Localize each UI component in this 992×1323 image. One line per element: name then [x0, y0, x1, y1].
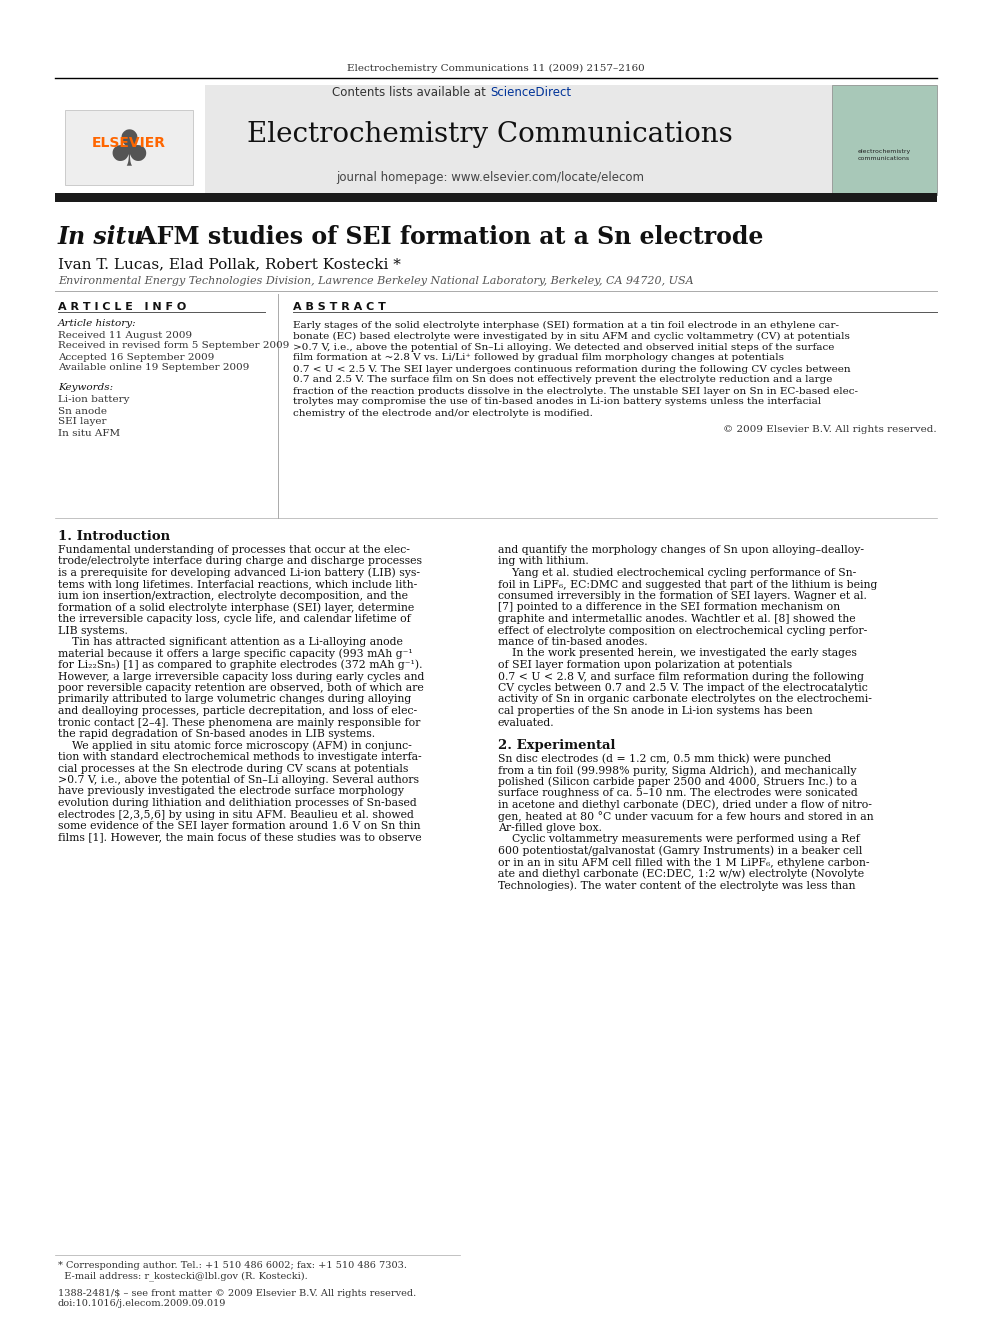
Text: * Corresponding author. Tel.: +1 510 486 6002; fax: +1 510 486 7303.: * Corresponding author. Tel.: +1 510 486… [58, 1261, 407, 1270]
Text: We applied in situ atomic force microscopy (AFM) in conjunc-: We applied in situ atomic force microsco… [58, 741, 412, 750]
Text: Early stages of the solid electrolyte interphase (SEI) formation at a tin foil e: Early stages of the solid electrolyte in… [293, 320, 839, 329]
FancyBboxPatch shape [832, 85, 937, 194]
Text: A B S T R A C T: A B S T R A C T [293, 302, 386, 312]
Text: is a prerequisite for developing advanced Li-ion battery (LIB) sys-: is a prerequisite for developing advance… [58, 568, 420, 578]
Text: cal properties of the Sn anode in Li-ion systems has been: cal properties of the Sn anode in Li-ion… [498, 706, 812, 716]
Text: LIB systems.: LIB systems. [58, 626, 128, 635]
Text: ing with lithium.: ing with lithium. [498, 557, 588, 566]
Text: consumed irreversibly in the formation of SEI layers. Wagner et al.: consumed irreversibly in the formation o… [498, 591, 867, 601]
Text: Electrochemistry Communications 11 (2009) 2157–2160: Electrochemistry Communications 11 (2009… [347, 64, 645, 73]
Text: Article history:: Article history: [58, 319, 137, 328]
Text: However, a large irreversible capacity loss during early cycles and: However, a large irreversible capacity l… [58, 672, 425, 681]
Text: Environmental Energy Technologies Division, Lawrence Berkeley National Laborator: Environmental Energy Technologies Divisi… [58, 277, 693, 286]
Text: Received 11 August 2009: Received 11 August 2009 [58, 331, 192, 340]
Text: in acetone and diethyl carbonate (DEC), dried under a flow of nitro-: in acetone and diethyl carbonate (DEC), … [498, 799, 872, 810]
Text: ate and diethyl carbonate (EC:DEC, 1:2 w/w) electrolyte (Novolyte: ate and diethyl carbonate (EC:DEC, 1:2 w… [498, 869, 864, 880]
Text: Sn anode: Sn anode [58, 406, 107, 415]
FancyBboxPatch shape [55, 85, 205, 194]
Text: 2. Experimental: 2. Experimental [498, 740, 615, 753]
Text: chemistry of the electrode and/or electrolyte is modified.: chemistry of the electrode and/or electr… [293, 409, 593, 418]
Text: Ivan T. Lucas, Elad Pollak, Robert Kostecki *: Ivan T. Lucas, Elad Pollak, Robert Koste… [58, 257, 401, 271]
Text: journal homepage: www.elsevier.com/locate/elecom: journal homepage: www.elsevier.com/locat… [336, 172, 644, 184]
Text: effect of electrolyte composition on electrochemical cycling perfor-: effect of electrolyte composition on ele… [498, 626, 867, 635]
Text: material because it offers a large specific capacity (993 mAh g⁻¹: material because it offers a large speci… [58, 648, 413, 659]
Text: evaluated.: evaluated. [498, 717, 555, 728]
Text: E-mail address: r_kostecki@lbl.gov (R. Kostecki).: E-mail address: r_kostecki@lbl.gov (R. K… [58, 1271, 308, 1281]
Text: In the work presented herein, we investigated the early stages: In the work presented herein, we investi… [498, 648, 857, 659]
Text: SEI layer: SEI layer [58, 418, 106, 426]
Text: for Li₂₂Sn₅) [1] as compared to graphite electrodes (372 mAh g⁻¹).: for Li₂₂Sn₅) [1] as compared to graphite… [58, 660, 423, 671]
Text: tronic contact [2–4]. These phenomena are mainly responsible for: tronic contact [2–4]. These phenomena ar… [58, 717, 421, 728]
Text: In situ: In situ [58, 225, 145, 249]
Text: 0.7 < U < 2.8 V, and surface film reformation during the following: 0.7 < U < 2.8 V, and surface film reform… [498, 672, 864, 681]
Text: 600 potentiostat/galvanostat (Gamry Instruments) in a beaker cell: 600 potentiostat/galvanostat (Gamry Inst… [498, 845, 862, 856]
Text: surface roughness of ca. 5–10 nm. The electrodes were sonicated: surface roughness of ca. 5–10 nm. The el… [498, 789, 858, 799]
Text: ELSEVIER: ELSEVIER [92, 136, 166, 149]
Text: AFM studies of SEI formation at a Sn electrode: AFM studies of SEI formation at a Sn ele… [130, 225, 764, 249]
Text: of SEI layer formation upon polarization at potentials: of SEI layer formation upon polarization… [498, 660, 793, 669]
Text: Received in revised form 5 September 2009: Received in revised form 5 September 200… [58, 341, 290, 351]
Text: tion with standard electrochemical methods to investigate interfa-: tion with standard electrochemical metho… [58, 751, 422, 762]
Text: © 2009 Elsevier B.V. All rights reserved.: © 2009 Elsevier B.V. All rights reserved… [723, 426, 937, 434]
Text: Sn disc electrodes (d = 1.2 cm, 0.5 mm thick) were punched: Sn disc electrodes (d = 1.2 cm, 0.5 mm t… [498, 754, 831, 765]
Text: Ar-filled glove box.: Ar-filled glove box. [498, 823, 602, 833]
Text: Technologies). The water content of the electrolyte was less than: Technologies). The water content of the … [498, 880, 855, 890]
Text: 1388-2481/$ – see front matter © 2009 Elsevier B.V. All rights reserved.: 1388-2481/$ – see front matter © 2009 El… [58, 1289, 417, 1298]
Text: graphite and intermetallic anodes. Wachtler et al. [8] showed the: graphite and intermetallic anodes. Wacht… [498, 614, 856, 624]
FancyBboxPatch shape [65, 110, 193, 185]
Text: film formation at ~2.8 V vs. Li/Li⁺ followed by gradual film morphology changes : film formation at ~2.8 V vs. Li/Li⁺ foll… [293, 353, 784, 363]
Text: trolytes may compromise the use of tin-based anodes in Li-ion battery systems un: trolytes may compromise the use of tin-b… [293, 397, 821, 406]
FancyBboxPatch shape [55, 193, 937, 202]
Text: fraction of the reaction products dissolve in the electrolyte. The unstable SEI : fraction of the reaction products dissol… [293, 386, 858, 396]
Text: and dealloying processes, particle decrepitation, and loss of elec-: and dealloying processes, particle decre… [58, 706, 417, 716]
Text: polished (Silicon carbide paper 2500 and 4000, Struers Inc.) to a: polished (Silicon carbide paper 2500 and… [498, 777, 857, 787]
Text: 1. Introduction: 1. Introduction [58, 529, 170, 542]
Text: or in an in situ AFM cell filled with the 1 M LiPF₆, ethylene carbon-: or in an in situ AFM cell filled with th… [498, 857, 870, 868]
Text: A R T I C L E   I N F O: A R T I C L E I N F O [58, 302, 186, 312]
Text: ium ion insertion/extraction, electrolyte decomposition, and the: ium ion insertion/extraction, electrolyt… [58, 591, 408, 601]
Text: films [1]. However, the main focus of these studies was to observe: films [1]. However, the main focus of th… [58, 832, 422, 843]
Text: Li-ion battery: Li-ion battery [58, 396, 130, 405]
Text: the irreversible capacity loss, cycle life, and calendar lifetime of: the irreversible capacity loss, cycle li… [58, 614, 411, 624]
Text: >0.7 V, i.e., above the potential of Sn–Li alloying. Several authors: >0.7 V, i.e., above the potential of Sn–… [58, 775, 419, 785]
Text: cial processes at the Sn electrode during CV scans at potentials: cial processes at the Sn electrode durin… [58, 763, 409, 774]
Text: bonate (EC) based electrolyte were investigated by in situ AFM and cyclic voltam: bonate (EC) based electrolyte were inves… [293, 332, 850, 340]
Text: tems with long lifetimes. Interfacial reactions, which include lith-: tems with long lifetimes. Interfacial re… [58, 579, 418, 590]
Text: Keywords:: Keywords: [58, 384, 113, 393]
Text: >0.7 V, i.e., above the potential of Sn–Li alloying. We detected and observed in: >0.7 V, i.e., above the potential of Sn–… [293, 343, 834, 352]
Text: mance of tin-based anodes.: mance of tin-based anodes. [498, 636, 648, 647]
Text: Contents lists available at: Contents lists available at [332, 86, 490, 99]
Text: Accepted 16 September 2009: Accepted 16 September 2009 [58, 352, 214, 361]
Text: Fundamental understanding of processes that occur at the elec-: Fundamental understanding of processes t… [58, 545, 410, 556]
Text: gen, heated at 80 °C under vacuum for a few hours and stored in an: gen, heated at 80 °C under vacuum for a … [498, 811, 874, 822]
Text: and quantify the morphology changes of Sn upon alloying–dealloy-: and quantify the morphology changes of S… [498, 545, 864, 556]
Text: Electrochemistry Communications: Electrochemistry Communications [247, 122, 733, 148]
Text: Cyclic voltammetry measurements were performed using a Ref: Cyclic voltammetry measurements were per… [498, 835, 860, 844]
Text: doi:10.1016/j.elecom.2009.09.019: doi:10.1016/j.elecom.2009.09.019 [58, 1299, 226, 1308]
Text: In situ AFM: In situ AFM [58, 429, 120, 438]
Text: evolution during lithiation and delithiation processes of Sn-based: evolution during lithiation and delithia… [58, 798, 417, 808]
Text: have previously investigated the electrode surface morphology: have previously investigated the electro… [58, 786, 404, 796]
Text: 0.7 and 2.5 V. The surface film on Sn does not effectively prevent the electroly: 0.7 and 2.5 V. The surface film on Sn do… [293, 376, 832, 385]
Text: the rapid degradation of Sn-based anodes in LIB systems.: the rapid degradation of Sn-based anodes… [58, 729, 375, 740]
Text: trode/electrolyte interface during charge and discharge processes: trode/electrolyte interface during charg… [58, 557, 422, 566]
Text: Available online 19 September 2009: Available online 19 September 2009 [58, 364, 249, 373]
Text: foil in LiPF₆, EC:DMC and suggested that part of the lithium is being: foil in LiPF₆, EC:DMC and suggested that… [498, 579, 877, 590]
Text: 0.7 < U < 2.5 V. The SEI layer undergoes continuous reformation during the follo: 0.7 < U < 2.5 V. The SEI layer undergoes… [293, 365, 850, 373]
Text: Yang et al. studied electrochemical cycling performance of Sn-: Yang et al. studied electrochemical cycl… [498, 568, 856, 578]
FancyBboxPatch shape [55, 85, 937, 194]
Text: Tin has attracted significant attention as a Li-alloying anode: Tin has attracted significant attention … [58, 636, 403, 647]
Text: electrodes [2,3,5,6] by using in situ AFM. Beaulieu et al. showed: electrodes [2,3,5,6] by using in situ AF… [58, 810, 414, 819]
Text: some evidence of the SEI layer formation around 1.6 V on Sn thin: some evidence of the SEI layer formation… [58, 822, 421, 831]
Text: poor reversible capacity retention are observed, both of which are: poor reversible capacity retention are o… [58, 683, 424, 693]
Text: [7] pointed to a difference in the SEI formation mechanism on: [7] pointed to a difference in the SEI f… [498, 602, 840, 613]
Text: electrochemistry
communications: electrochemistry communications [857, 149, 911, 161]
Text: primarily attributed to large volumetric changes during alloying: primarily attributed to large volumetric… [58, 695, 412, 705]
Text: CV cycles between 0.7 and 2.5 V. The impact of the electrocatalytic: CV cycles between 0.7 and 2.5 V. The imp… [498, 683, 868, 693]
Text: from a tin foil (99.998% purity, Sigma Aldrich), and mechanically: from a tin foil (99.998% purity, Sigma A… [498, 765, 856, 775]
Text: formation of a solid electrolyte interphase (SEI) layer, determine: formation of a solid electrolyte interph… [58, 602, 415, 613]
Text: ♣: ♣ [106, 128, 152, 176]
Text: ScienceDirect: ScienceDirect [490, 86, 571, 99]
Text: activity of Sn in organic carbonate electrolytes on the electrochemi-: activity of Sn in organic carbonate elec… [498, 695, 872, 705]
